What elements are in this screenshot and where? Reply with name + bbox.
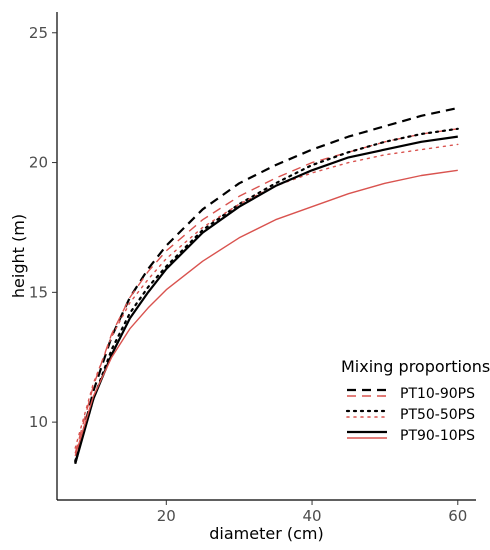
series-line-pt10-90ps-red xyxy=(74,128,458,454)
y-axis-label: height (m) xyxy=(9,214,28,298)
legend-title: Mixing proportions xyxy=(341,357,490,376)
legend: Mixing proportions PT10-90PS PT50-50PS PT90… xyxy=(341,357,490,444)
x-tick-label: 60 xyxy=(448,507,467,525)
legend-label: PT50-50PS xyxy=(400,407,475,423)
legend-label: PT10-90PS xyxy=(400,386,475,402)
series-line-pt10-90ps-black xyxy=(74,106,459,464)
x-tick-label: 40 xyxy=(302,507,321,525)
x-axis-label: diameter (cm) xyxy=(209,524,323,543)
series-lines xyxy=(74,106,459,464)
y-tick-label: 10 xyxy=(29,413,48,431)
legend-label: PT90-10PS xyxy=(400,428,475,444)
series-line-pt90-10ps-black xyxy=(74,135,458,464)
y-tick-label: 20 xyxy=(29,154,48,172)
axes: 20 40 60 10 15 20 25 diameter (cm) height (m) xyxy=(9,12,476,543)
y-tick-label: 25 xyxy=(29,24,48,42)
x-tick-label: 20 xyxy=(157,507,176,525)
series-line-pt90-10ps-red xyxy=(74,169,458,457)
y-tick-label: 15 xyxy=(29,283,48,301)
